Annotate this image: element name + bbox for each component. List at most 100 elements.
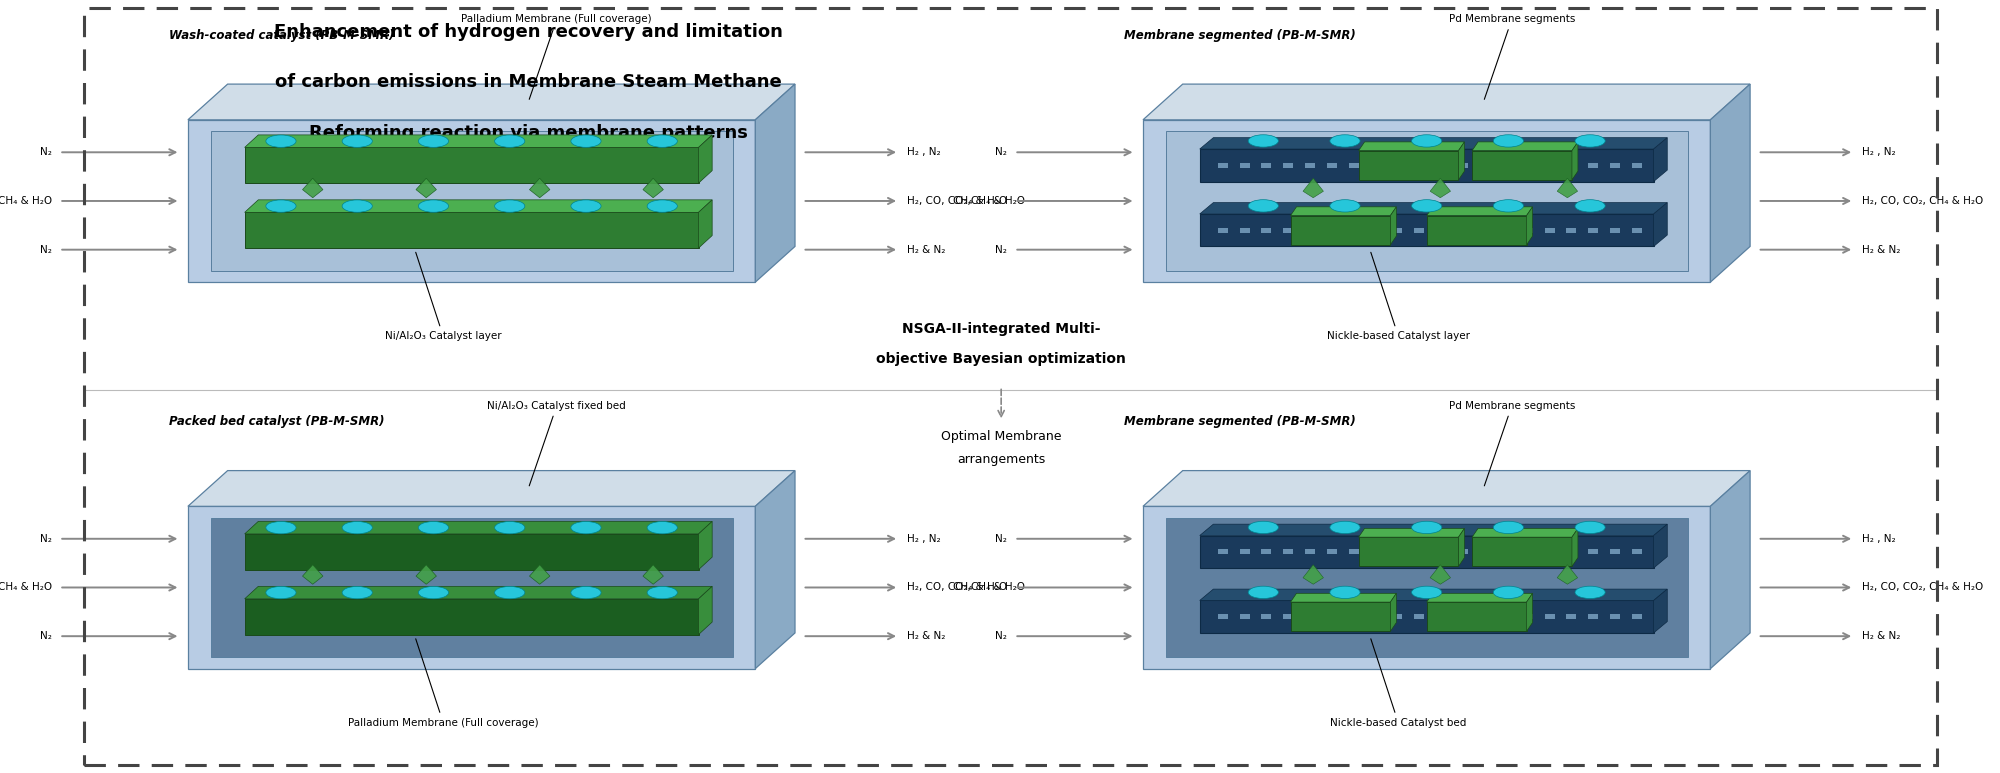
- Bar: [1480, 228, 1490, 233]
- Bar: [1348, 228, 1358, 233]
- Polygon shape: [1572, 529, 1578, 567]
- Polygon shape: [698, 587, 712, 635]
- Circle shape: [418, 522, 448, 534]
- Bar: [1262, 228, 1272, 233]
- Circle shape: [570, 200, 602, 213]
- Bar: [1426, 216, 1526, 245]
- Bar: [1502, 163, 1512, 168]
- Text: NSGA-II-integrated Multi-: NSGA-II-integrated Multi-: [902, 322, 1100, 335]
- Circle shape: [1494, 586, 1524, 598]
- Text: CH₄ & H₂O: CH₄ & H₂O: [952, 583, 1006, 592]
- Circle shape: [494, 135, 524, 148]
- Bar: [1306, 163, 1316, 168]
- Text: Pd Membrane segments: Pd Membrane segments: [1448, 14, 1574, 100]
- Bar: [1436, 228, 1446, 233]
- Text: H₂, CO, CO₂, CH₄ & H₂O: H₂, CO, CO₂, CH₄ & H₂O: [1862, 196, 1982, 206]
- Bar: [1284, 228, 1294, 233]
- Circle shape: [570, 522, 602, 534]
- Circle shape: [266, 522, 296, 534]
- Polygon shape: [1710, 471, 1750, 669]
- Bar: [1458, 550, 1468, 554]
- Polygon shape: [698, 135, 712, 183]
- Polygon shape: [302, 565, 322, 584]
- Circle shape: [1248, 199, 1278, 212]
- Bar: [1326, 550, 1336, 554]
- Circle shape: [1576, 521, 1606, 533]
- Circle shape: [342, 200, 372, 213]
- Bar: [1414, 550, 1424, 554]
- Bar: [1240, 163, 1250, 168]
- Bar: [1262, 550, 1272, 554]
- Bar: [1588, 550, 1598, 554]
- Bar: [1218, 550, 1228, 554]
- Bar: [1200, 536, 1654, 568]
- Text: N₂: N₂: [994, 534, 1006, 543]
- Text: Membrane segmented (PB-M-SMR): Membrane segmented (PB-M-SMR): [1124, 29, 1356, 42]
- Polygon shape: [1200, 203, 1668, 214]
- Text: Packed bed catalyst (PB-M-SMR): Packed bed catalyst (PB-M-SMR): [168, 415, 384, 428]
- Bar: [1480, 550, 1490, 554]
- Text: N₂: N₂: [40, 245, 52, 254]
- Circle shape: [1576, 135, 1606, 147]
- Circle shape: [342, 135, 372, 148]
- Polygon shape: [1710, 84, 1750, 282]
- Text: H₂ , N₂: H₂ , N₂: [906, 534, 940, 543]
- Bar: [1166, 518, 1688, 657]
- Text: Nickle-based Catalyst layer: Nickle-based Catalyst layer: [1326, 252, 1470, 341]
- Polygon shape: [1654, 524, 1668, 568]
- Bar: [244, 534, 698, 570]
- Bar: [1458, 163, 1468, 168]
- Circle shape: [1330, 586, 1360, 598]
- Polygon shape: [1430, 565, 1450, 584]
- Circle shape: [494, 200, 524, 213]
- Polygon shape: [244, 200, 712, 213]
- Text: H₂ & N₂: H₂ & N₂: [1862, 632, 1900, 641]
- Circle shape: [266, 135, 296, 148]
- Bar: [1522, 550, 1532, 554]
- Circle shape: [418, 135, 448, 148]
- Circle shape: [418, 587, 448, 599]
- Bar: [1544, 615, 1554, 619]
- Text: Ni/Al₂O₃ Catalyst layer: Ni/Al₂O₃ Catalyst layer: [384, 252, 502, 341]
- Polygon shape: [1390, 207, 1396, 245]
- Circle shape: [1494, 135, 1524, 147]
- Polygon shape: [1458, 529, 1464, 567]
- Bar: [1414, 615, 1424, 619]
- Bar: [1218, 163, 1228, 168]
- Circle shape: [648, 135, 678, 148]
- Bar: [1522, 228, 1532, 233]
- Polygon shape: [244, 135, 712, 148]
- Bar: [1544, 550, 1554, 554]
- Text: Palladium Membrane (Full coverage): Palladium Membrane (Full coverage): [462, 14, 652, 100]
- Bar: [1326, 228, 1336, 233]
- Bar: [1326, 615, 1336, 619]
- Polygon shape: [1358, 142, 1464, 151]
- Bar: [1392, 550, 1402, 554]
- Bar: [1306, 228, 1316, 233]
- Bar: [1358, 151, 1458, 180]
- Text: H₂, CO, CO₂,CH₄ & H₂O: H₂, CO, CO₂,CH₄ & H₂O: [906, 196, 1024, 206]
- Bar: [1262, 615, 1272, 619]
- Bar: [1566, 228, 1576, 233]
- Text: CH₄ & H₂O: CH₄ & H₂O: [0, 196, 52, 206]
- Bar: [244, 599, 698, 635]
- Circle shape: [1248, 135, 1278, 147]
- Text: of carbon emissions in Membrane Steam Methane: of carbon emissions in Membrane Steam Me…: [274, 73, 782, 91]
- Circle shape: [1330, 521, 1360, 533]
- Bar: [1610, 228, 1620, 233]
- Polygon shape: [1472, 142, 1578, 151]
- Text: N₂: N₂: [40, 632, 52, 641]
- Circle shape: [1330, 135, 1360, 147]
- Bar: [1566, 615, 1576, 619]
- Polygon shape: [1654, 138, 1668, 182]
- Text: CH₄ & H₂O: CH₄ & H₂O: [952, 196, 1006, 206]
- Circle shape: [1412, 586, 1442, 598]
- Bar: [1502, 550, 1512, 554]
- Polygon shape: [698, 522, 712, 570]
- Bar: [1348, 615, 1358, 619]
- Circle shape: [1248, 586, 1278, 598]
- Text: Nickle-based Catalyst bed: Nickle-based Catalyst bed: [1330, 638, 1466, 727]
- Bar: [1218, 228, 1228, 233]
- Bar: [1632, 228, 1642, 233]
- Polygon shape: [1572, 142, 1578, 180]
